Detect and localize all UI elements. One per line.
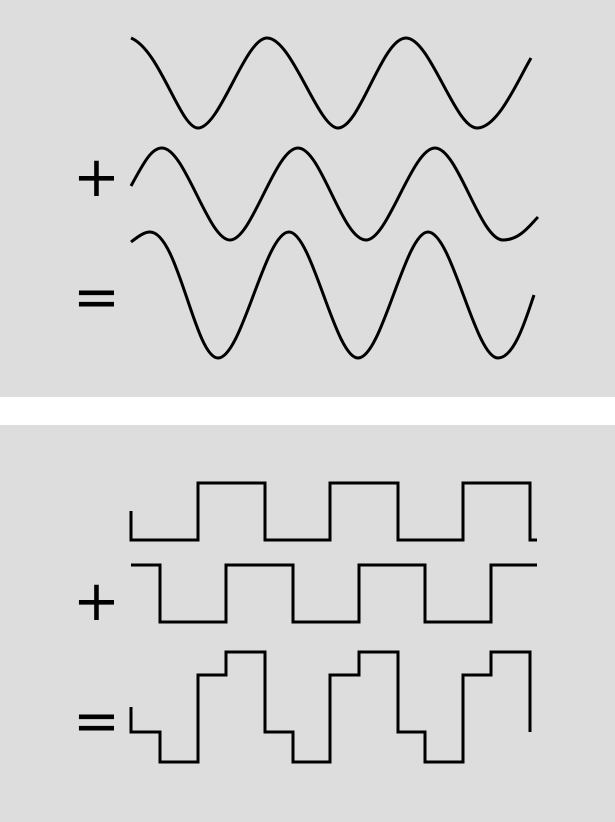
square-panel: + =	[0, 425, 615, 822]
square-wave-addend-2	[131, 563, 537, 624]
sine-wave-sum	[130, 230, 536, 360]
sine-diagram: + =	[0, 0, 615, 397]
sine-wave-addend-1	[130, 36, 533, 130]
plus-operator-square: +	[73, 569, 120, 634]
plus-operator-sine: +	[73, 145, 120, 210]
sine-panel-background	[0, 0, 615, 397]
square-wave-sum	[129, 650, 532, 764]
sine-wave-addend-2	[129, 146, 540, 242]
equals-operator-square: =	[73, 689, 120, 754]
sine-panel: + =	[0, 0, 615, 397]
equals-operator-sine: =	[73, 265, 120, 330]
square-wave-addend-1	[129, 481, 537, 542]
square-diagram: + =	[0, 425, 615, 822]
